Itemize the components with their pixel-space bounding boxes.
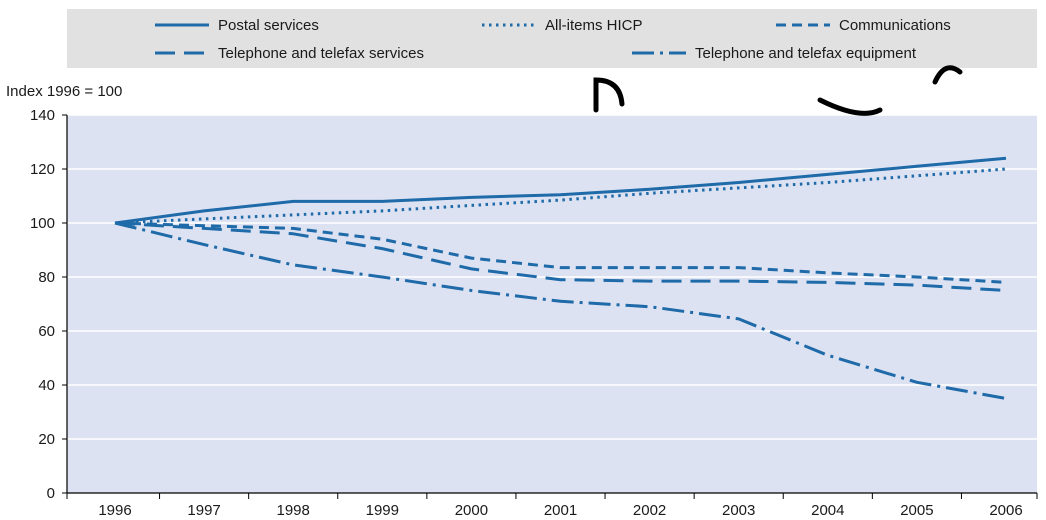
x-tick-label: 2001 (544, 502, 577, 519)
y-tick-label: 20 (38, 431, 55, 448)
x-tick-label: 2000 (455, 502, 488, 519)
series-group (114, 156, 1007, 400)
watermark (593, 65, 963, 116)
watermark-stroke (817, 97, 883, 116)
series-line-telephone-and-telefax-services (114, 221, 1007, 292)
watermark-stroke (932, 65, 963, 85)
y-axis-label: Index 1996 = 100 (6, 83, 122, 100)
x-tick-label: 2004 (811, 502, 844, 519)
legend-label: Telephone and telefax services (218, 45, 424, 62)
x-tick-label: 1997 (187, 502, 220, 519)
legend-box (67, 9, 1037, 68)
plot-area (67, 115, 1037, 493)
x-tick-label: 1999 (366, 502, 399, 519)
legend: Postal services All-items HICP Communicati… (155, 17, 951, 62)
series-line-postal-services (114, 156, 1007, 225)
y-tick-label: 140 (30, 107, 55, 124)
legend-label: All-items HICP (545, 17, 643, 34)
legend-label: Telephone and telefax equipment (695, 45, 917, 62)
y-tick-label: 120 (30, 161, 55, 178)
x-tick-label: 2005 (900, 502, 933, 519)
watermark-stroke (593, 77, 625, 113)
y-tick-label: 0 (47, 485, 55, 502)
x-tick-label: 2003 (722, 502, 755, 519)
y-axis-ticks: 0 20 40 60 80 100 120 140 (30, 107, 68, 502)
y-tick-label: 60 (38, 323, 55, 340)
x-tick-label: 2002 (633, 502, 666, 519)
y-tick-label: 80 (38, 269, 55, 286)
series-line-telephone-and-telefax-equipment (114, 221, 1007, 400)
x-tick-label: 1996 (98, 502, 131, 519)
x-tick-label: 1998 (277, 502, 310, 519)
series-line-communications (114, 221, 1007, 284)
y-tick-label: 40 (38, 377, 55, 394)
series-line-all-items-hicp (114, 167, 1007, 225)
legend-label: Postal services (218, 17, 319, 34)
y-tick-label: 100 (30, 215, 55, 232)
x-axis-ticks: 1996 1997 1998 1999 2000 2001 2002 2003 2004 2005… (66, 492, 1038, 519)
x-tick-label: 2006 (989, 502, 1022, 519)
legend-label: Communications (839, 17, 951, 34)
